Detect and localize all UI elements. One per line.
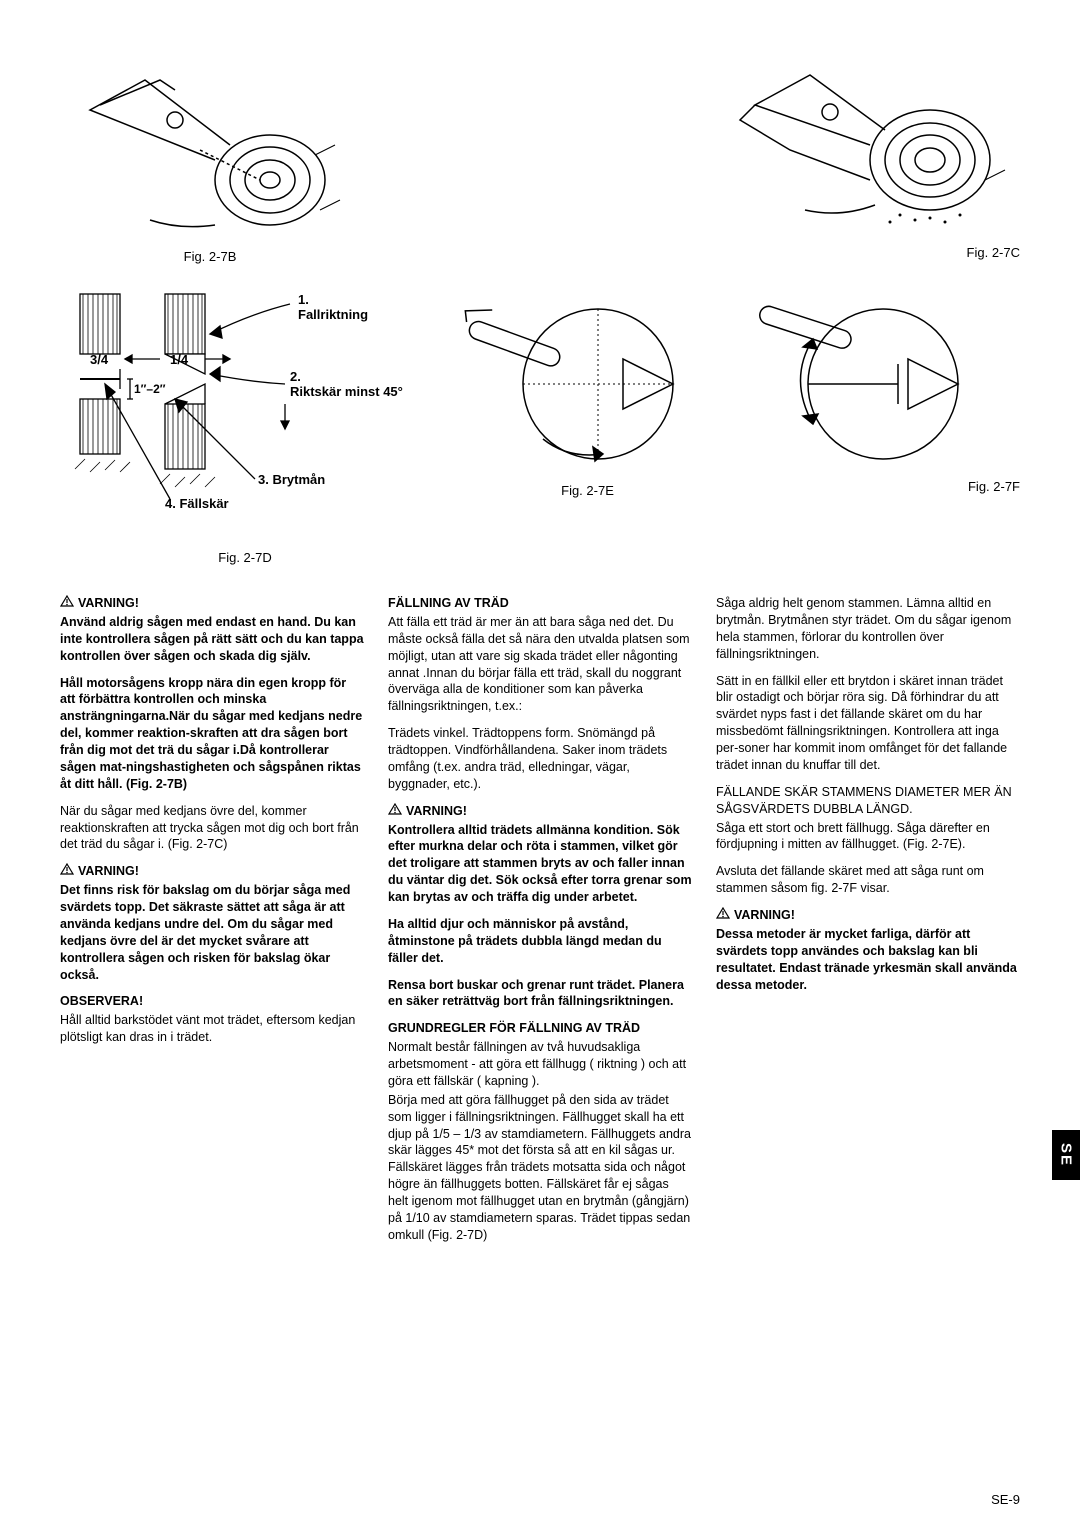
warning-title: VARNING! — [78, 595, 139, 612]
d-label2: Riktskär minst 45° — [290, 384, 403, 399]
col1-w1: Använd aldrig sågen med endast en hand. … — [60, 614, 364, 665]
col3-p1: Såga aldrig helt genom stammen. Lämna al… — [716, 595, 1020, 663]
fig-2-7e-caption: Fig. 2-7E — [450, 483, 725, 498]
d-frac14: 1/4 — [170, 352, 188, 367]
warning-title: VARNING! — [406, 803, 467, 820]
col2-p4: Börja med att göra fällhugget på den sid… — [388, 1092, 692, 1244]
warning-heading-4: VARNING! — [716, 907, 1020, 924]
col1-w1b: Håll motorsågens kropp nära din egen kro… — [60, 675, 364, 793]
figures-e-f: Fig. 2-7E Fig. 2-7F — [450, 284, 1020, 565]
fig-2-7e-illustration — [458, 284, 718, 474]
warning-heading-1: VARNING! — [60, 595, 364, 612]
warning-icon — [716, 907, 730, 924]
warning-heading-3: VARNING! — [388, 803, 692, 820]
warning-heading-2: VARNING! — [60, 863, 364, 880]
d-label3-num: 3. — [258, 472, 269, 487]
col2-w1: Kontrollera alltid trädets allmänna kond… — [388, 822, 692, 906]
figures-mid-row: 1. Fallriktning 2. Riktskär minst 45° 3.… — [60, 284, 1020, 565]
warning-icon — [60, 595, 74, 612]
fig-2-7b-illustration — [60, 50, 360, 240]
col1-p1: När du sågar med kedjans övre del, komme… — [60, 803, 364, 854]
fig-2-7f-illustration — [753, 284, 1013, 474]
d-inches: 1″–2″ — [134, 382, 166, 396]
d-label1: Fallriktning — [298, 307, 368, 322]
d-label3: Brytmån — [272, 472, 325, 487]
col2-h2: GRUNDREGLER FÖR FÄLLNING AV TRÄD — [388, 1020, 692, 1037]
column-1: VARNING! Använd aldrig sågen med endast … — [60, 595, 364, 1254]
col2-w1b: Ha alltid djur och människor på avstånd,… — [388, 916, 692, 967]
col2-p3: Normalt består fällningen av två huvudsa… — [388, 1039, 692, 1090]
col2-h1: FÄLLNING AV TRÄD — [388, 595, 692, 612]
col2-w1c: Rensa bort buskar och grenar runt trädet… — [388, 977, 692, 1011]
col2-p1: Att fälla ett träd är mer än att bara så… — [388, 614, 692, 715]
col3-p2: Sätt in en fällkil eller ett brytdon i s… — [716, 673, 1020, 774]
col1-obs: Håll alltid barkstödet vänt mot trädet, … — [60, 1012, 364, 1046]
fig-2-7d-illustration — [60, 284, 430, 544]
figure-2-7c: Fig. 2-7C — [700, 50, 1020, 264]
figure-2-7f: Fig. 2-7F — [745, 284, 1020, 565]
col3-p4: Avsluta det fällande skäret med att såga… — [716, 863, 1020, 897]
col1-w2: Det finns risk för bakslag om du börjar … — [60, 882, 364, 983]
col3-p3b: Såga ett stort och brett fällhugg. Såga … — [716, 820, 1020, 854]
d-label4: Fällskär — [179, 496, 228, 511]
figure-2-7e: Fig. 2-7E — [450, 284, 725, 565]
fig-2-7c-caption: Fig. 2-7C — [700, 245, 1020, 260]
col3-p3a: FÄLLANDE SKÄR STAMMENS DIAMETER MER ÄN S… — [716, 784, 1020, 818]
warning-icon — [388, 803, 402, 820]
col2-p2: Trädets vinkel. Trädtoppens form. Snömän… — [388, 725, 692, 793]
fig-2-7f-caption: Fig. 2-7F — [745, 479, 1020, 494]
fig-2-7d-caption: Fig. 2-7D — [60, 550, 430, 565]
d-frac34: 3/4 — [90, 352, 108, 367]
fig-2-7c-illustration — [700, 50, 1020, 240]
column-2: FÄLLNING AV TRÄD Att fälla ett träd är m… — [388, 595, 692, 1254]
d-label1-num: 1. — [298, 292, 309, 307]
observera-heading: OBSERVERA! — [60, 993, 364, 1010]
figure-2-7d: 1. Fallriktning 2. Riktskär minst 45° 3.… — [60, 284, 430, 565]
text-columns: VARNING! Använd aldrig sågen med endast … — [60, 595, 1020, 1254]
fig-2-7b-caption: Fig. 2-7B — [60, 249, 360, 264]
language-tab: SE — [1052, 1130, 1080, 1180]
warning-title: VARNING! — [78, 863, 139, 880]
d-label2-num: 2. — [290, 369, 301, 384]
warning-title: VARNING! — [734, 907, 795, 924]
page-number: SE-9 — [991, 1492, 1020, 1507]
d-label4-num: 4. — [165, 496, 176, 511]
col3-w1: Dessa metoder är mycket farliga, därför … — [716, 926, 1020, 994]
figures-top-row: Fig. 2-7B Fig. 2-7C — [60, 50, 1020, 264]
figure-2-7b: Fig. 2-7B — [60, 50, 360, 264]
warning-icon — [60, 863, 74, 880]
column-3: Såga aldrig helt genom stammen. Lämna al… — [716, 595, 1020, 1254]
